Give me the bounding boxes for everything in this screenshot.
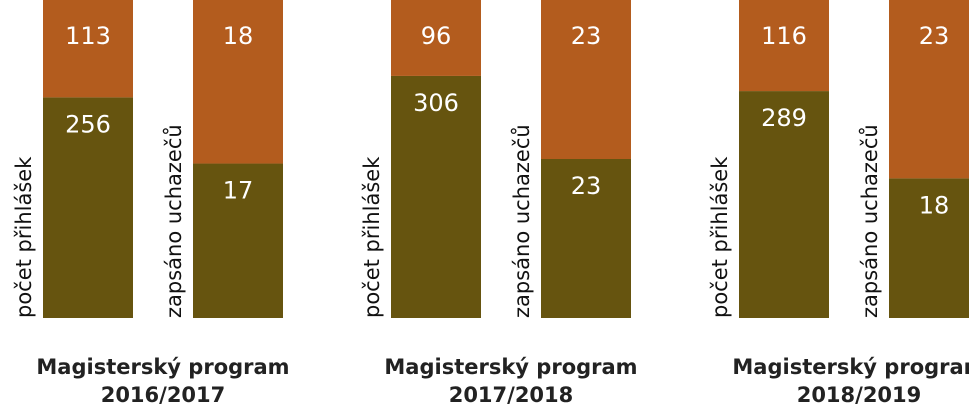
data-label: 289 [761, 104, 807, 132]
bar-segment [391, 75, 481, 318]
category-label: počet přihlášek [12, 156, 36, 318]
chart-title: Magisterský program [732, 355, 969, 379]
bar-segment [541, 0, 631, 159]
data-label: 96 [421, 22, 452, 50]
bar-segment [739, 0, 829, 92]
data-label: 23 [571, 22, 602, 50]
category-label: počet přihlášek [708, 156, 732, 318]
data-label: 18 [919, 191, 950, 219]
bar-segment [541, 159, 631, 318]
chart-subtitle: 2017/2018 [449, 383, 574, 407]
bar-segment [193, 163, 283, 318]
bar-segment [739, 91, 829, 318]
chart-subtitle: 2016/2017 [101, 383, 226, 407]
data-label: 306 [413, 89, 459, 117]
bar-segment [889, 178, 969, 318]
data-label: 23 [571, 172, 602, 200]
bar-segment [193, 0, 283, 164]
data-label: 17 [223, 177, 254, 205]
bar-segment [43, 97, 133, 318]
data-label: 23 [919, 22, 950, 50]
chart-subtitle: 2018/2019 [797, 383, 922, 407]
bar-segment [43, 0, 133, 98]
data-label: 116 [761, 22, 807, 50]
chart-title: Magisterský program [384, 355, 637, 379]
data-label: 256 [65, 110, 111, 138]
category-label: zapsáno uchazečů [162, 124, 186, 318]
category-label: zapsáno uchazečů [858, 124, 882, 318]
category-label: počet přihlášek [360, 156, 384, 318]
data-label: 18 [223, 22, 254, 50]
bar-segment [889, 0, 969, 179]
chart-title: Magisterský program [36, 355, 289, 379]
data-label: 113 [65, 22, 111, 50]
category-label: zapsáno uchazečů [510, 124, 534, 318]
bar-segment [391, 0, 481, 76]
